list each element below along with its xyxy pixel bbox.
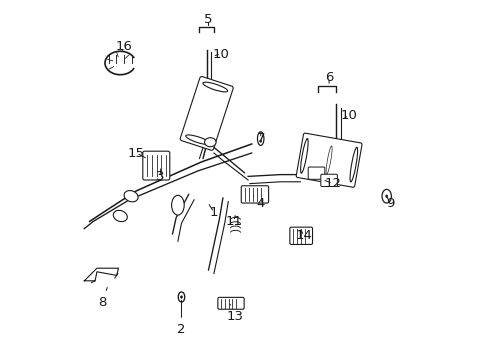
Ellipse shape — [178, 292, 184, 302]
Ellipse shape — [171, 195, 184, 215]
Text: 10: 10 — [212, 48, 229, 60]
Ellipse shape — [259, 140, 261, 142]
Ellipse shape — [113, 210, 127, 222]
FancyBboxPatch shape — [241, 186, 268, 203]
FancyBboxPatch shape — [307, 167, 324, 179]
Text: 4: 4 — [253, 196, 264, 210]
Ellipse shape — [203, 82, 227, 92]
Text: 3: 3 — [155, 169, 164, 183]
FancyBboxPatch shape — [296, 133, 361, 187]
Text: 15: 15 — [128, 147, 145, 159]
Ellipse shape — [180, 296, 182, 298]
FancyBboxPatch shape — [218, 297, 244, 309]
Ellipse shape — [381, 189, 390, 203]
FancyBboxPatch shape — [289, 227, 312, 244]
Ellipse shape — [124, 190, 138, 202]
Ellipse shape — [257, 132, 264, 145]
Text: 1: 1 — [209, 204, 218, 219]
Text: 13: 13 — [226, 304, 244, 323]
Ellipse shape — [204, 138, 216, 147]
Text: 9: 9 — [386, 197, 394, 210]
Text: 6: 6 — [324, 71, 333, 84]
Ellipse shape — [385, 195, 387, 197]
Text: 16: 16 — [115, 40, 132, 53]
Text: 2: 2 — [177, 300, 185, 336]
Text: 12: 12 — [324, 177, 341, 190]
Text: 5: 5 — [204, 13, 212, 26]
Text: 8: 8 — [98, 288, 107, 309]
Ellipse shape — [325, 146, 331, 175]
FancyBboxPatch shape — [320, 174, 337, 186]
Text: 11: 11 — [225, 215, 242, 228]
Text: 7: 7 — [256, 132, 264, 145]
FancyBboxPatch shape — [180, 76, 233, 150]
Ellipse shape — [349, 147, 357, 182]
Text: 10: 10 — [340, 109, 357, 122]
Ellipse shape — [185, 135, 210, 145]
Text: 14: 14 — [295, 229, 312, 242]
Ellipse shape — [300, 139, 307, 173]
FancyBboxPatch shape — [142, 151, 169, 180]
